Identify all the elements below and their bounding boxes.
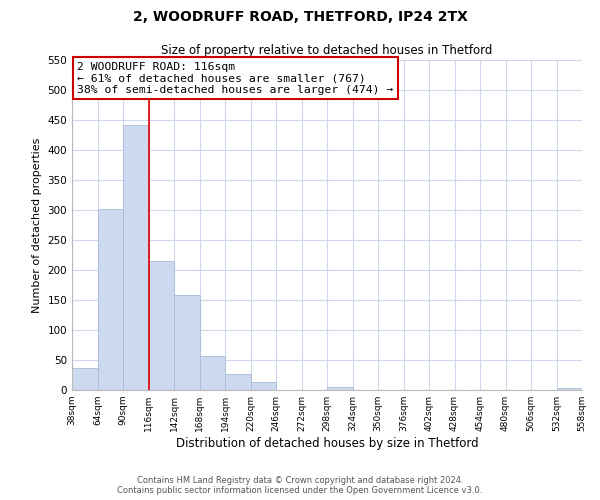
Bar — [174, 295, 199, 390]
Bar — [225, 374, 251, 390]
Bar — [149, 261, 174, 390]
Bar — [199, 356, 225, 390]
Bar — [251, 382, 276, 390]
Bar — [72, 368, 97, 390]
Title: Size of property relative to detached houses in Thetford: Size of property relative to detached ho… — [161, 44, 493, 58]
Bar — [557, 388, 582, 390]
Bar — [327, 387, 353, 390]
Text: 2 WOODRUFF ROAD: 116sqm
← 61% of detached houses are smaller (767)
38% of semi-d: 2 WOODRUFF ROAD: 116sqm ← 61% of detache… — [77, 62, 394, 95]
Bar — [97, 209, 123, 390]
Y-axis label: Number of detached properties: Number of detached properties — [32, 138, 42, 312]
X-axis label: Distribution of detached houses by size in Thetford: Distribution of detached houses by size … — [176, 437, 478, 450]
Text: 2, WOODRUFF ROAD, THETFORD, IP24 2TX: 2, WOODRUFF ROAD, THETFORD, IP24 2TX — [133, 10, 467, 24]
Text: Contains HM Land Registry data © Crown copyright and database right 2024.
Contai: Contains HM Land Registry data © Crown c… — [118, 476, 482, 495]
Bar — [123, 125, 149, 390]
